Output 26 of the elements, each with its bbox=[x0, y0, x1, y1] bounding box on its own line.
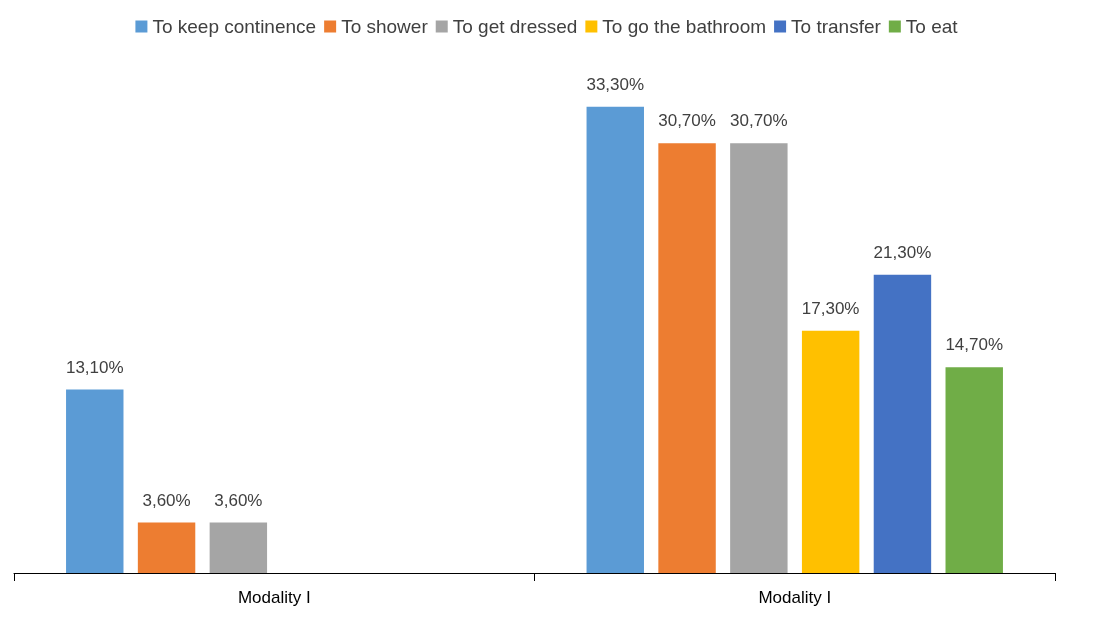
legend-label: To shower bbox=[341, 16, 429, 37]
data-label: 17,30% bbox=[801, 298, 860, 318]
legend-label: To transfer bbox=[791, 16, 882, 37]
bar bbox=[873, 274, 932, 573]
legend-label: To eat bbox=[905, 16, 959, 37]
x-tick-label: Modality I bbox=[237, 588, 311, 607]
bar bbox=[586, 106, 644, 573]
legend-label: To keep continence bbox=[152, 16, 317, 37]
data-label: 33,30% bbox=[586, 74, 645, 94]
data-label: 30,70% bbox=[658, 111, 716, 131]
legend-label: To go the bathroom bbox=[602, 16, 767, 37]
bar bbox=[730, 143, 788, 573]
bar bbox=[66, 389, 124, 573]
data-label: 3,60% bbox=[142, 490, 191, 510]
data-label: 3,60% bbox=[214, 490, 263, 510]
bar bbox=[801, 330, 860, 573]
x-tick-label: Modality I bbox=[758, 588, 832, 607]
bar bbox=[658, 143, 716, 573]
bar bbox=[945, 367, 1003, 573]
legend-label: To get dressed bbox=[452, 16, 578, 37]
data-label: 14,70% bbox=[945, 335, 1004, 355]
data-label: 13,10% bbox=[65, 357, 124, 377]
data-label: 21,30% bbox=[873, 242, 932, 262]
data-label: 30,70% bbox=[730, 111, 788, 131]
bar bbox=[209, 522, 268, 573]
bar bbox=[137, 522, 196, 573]
